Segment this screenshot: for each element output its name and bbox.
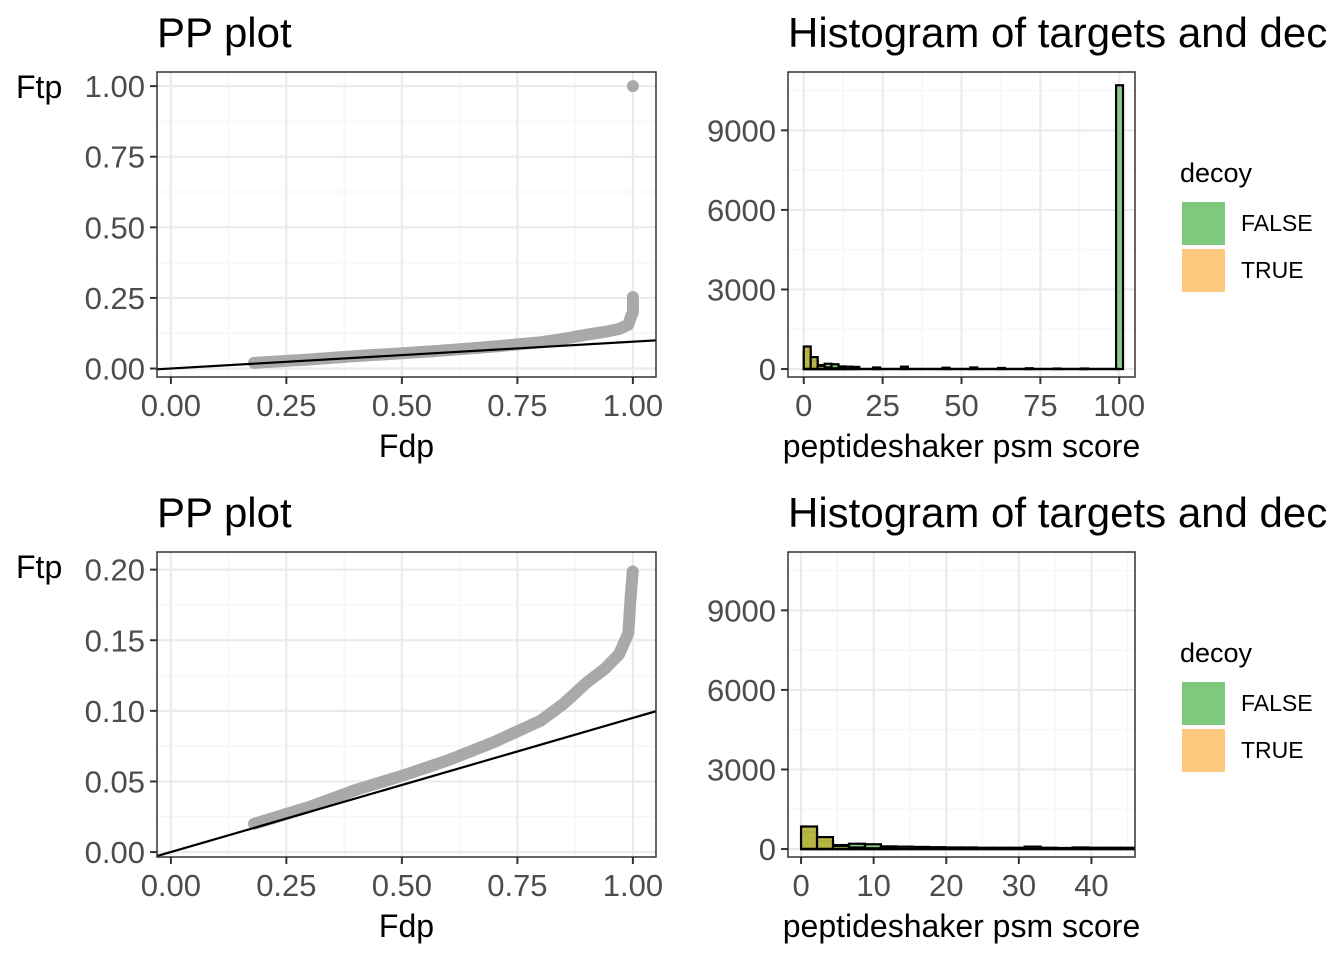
panel-border [787, 551, 1136, 858]
legend: decoy FALSE TRUE [1180, 638, 1313, 772]
legend-swatch-false [1182, 202, 1225, 245]
x-tick-label: 1.00 [603, 868, 663, 903]
data-point [626, 290, 639, 303]
data-point [626, 565, 639, 578]
gridlines [157, 72, 656, 377]
y-tick-label: 9000 [707, 593, 776, 628]
y-tick-label: 3000 [707, 272, 776, 307]
panel-3: 0.00 0.25 0.50 0.75 1.00 0.00 0.05 0.10 0.15 0.20… [16, 489, 663, 944]
x-tick-label: 10 [856, 868, 890, 903]
legend-swatch-true [1182, 729, 1225, 772]
gridlines [788, 72, 1135, 377]
bar-true [815, 836, 835, 851]
legend-swatch-false [1182, 682, 1225, 725]
y-tick-label: 0.75 [85, 140, 145, 175]
y-tick-label: 0.15 [85, 623, 145, 658]
panel-border [156, 71, 657, 378]
legend-swatch-true [1182, 249, 1225, 292]
chart-title: Histogram of targets and dec [788, 9, 1327, 56]
x-tick-label: 0.25 [256, 388, 316, 423]
x-tick-label: 75 [1023, 388, 1057, 423]
legend-label-true: TRUE [1241, 257, 1304, 283]
x-tick-label: 1.00 [603, 388, 663, 423]
y-tick-label: 0.50 [85, 210, 145, 245]
legend-title: decoy [1180, 158, 1253, 188]
x-tick-label: 0.00 [141, 388, 201, 423]
y-axis-title: Ftp [16, 549, 62, 585]
reference-line [157, 339, 656, 371]
x-tick-label: 0.25 [256, 868, 316, 903]
x-tick-label: 0.75 [487, 868, 547, 903]
panel-border [156, 551, 657, 858]
y-axis: 0.00 0.25 0.50 0.75 1.00 [85, 69, 157, 387]
y-tick-label: 0.25 [85, 281, 145, 316]
gridlines [157, 552, 656, 857]
y-tick-label: 0.05 [85, 764, 145, 799]
x-tick-label: 0.50 [372, 388, 432, 423]
x-axis-title: Fdp [379, 908, 434, 944]
y-axis: 0.00 0.05 0.10 0.15 0.20 [85, 553, 157, 870]
x-tick-label: 0 [795, 388, 812, 423]
data-point [626, 80, 639, 93]
legend-title: decoy [1180, 638, 1253, 668]
y-axis-title: Ftp [16, 69, 62, 105]
legend-label-false: FALSE [1241, 210, 1313, 236]
plot-area [802, 84, 1125, 371]
x-tick-label: 40 [1074, 868, 1108, 903]
y-tick-label: 6000 [707, 673, 776, 708]
panel-4: 0 10 20 30 40 0 3000 6000 9000 Histogram of targe… [707, 489, 1327, 944]
x-axis: 0 25 50 75 100 [795, 377, 1145, 423]
y-tick-label: 0.10 [85, 694, 145, 729]
legend-label-true: TRUE [1241, 737, 1304, 763]
x-tick-label: 25 [865, 388, 899, 423]
y-tick-label: 9000 [707, 113, 776, 148]
chart-title: Histogram of targets and dec [788, 489, 1327, 536]
panel-background [788, 552, 1135, 857]
x-tick-label: 30 [1002, 868, 1036, 903]
x-tick-label: 0.00 [141, 868, 201, 903]
histogram-bars [799, 825, 1135, 851]
bar-false [1114, 84, 1125, 371]
panel-background [157, 72, 656, 377]
x-axis: 0.00 0.25 0.50 0.75 1.00 [141, 857, 663, 903]
x-tick-label: 0.50 [372, 868, 432, 903]
x-axis-title: Fdp [379, 428, 434, 464]
chart-title: PP plot [157, 489, 292, 536]
x-tick-label: 0.75 [487, 388, 547, 423]
x-tick-label: 0 [792, 868, 809, 903]
panel-1: 0.00 0.25 0.50 0.75 1.00 0.00 0.25 0.50 0.75 1.00… [16, 9, 663, 464]
bar-true [799, 825, 819, 851]
x-tick-label: 100 [1093, 388, 1145, 423]
y-axis: 0 3000 6000 9000 [707, 593, 788, 867]
x-tick-label: 20 [929, 868, 963, 903]
x-axis: 0 10 20 30 40 [792, 857, 1109, 903]
y-tick-label: 3000 [707, 752, 776, 787]
x-axis-title: peptideshaker psm score [783, 428, 1141, 464]
y-tick-label: 1.00 [85, 69, 145, 104]
x-tick-label: 50 [944, 388, 978, 423]
y-tick-label: 0.00 [85, 352, 145, 387]
reference-line [157, 710, 656, 857]
chart-title: PP plot [157, 9, 292, 56]
x-axis: 0.00 0.25 0.50 0.75 1.00 [141, 377, 663, 423]
panel-2: 0 25 50 75 100 0 3000 6000 9000 Histogram of targ… [707, 9, 1327, 464]
y-axis: 0 3000 6000 9000 [707, 113, 788, 387]
x-axis-title: peptideshaker psm score [783, 908, 1141, 944]
y-tick-label: 0.00 [85, 835, 145, 870]
panel-background [157, 552, 656, 857]
y-tick-label: 6000 [707, 193, 776, 228]
y-tick-label: 0 [759, 832, 776, 867]
y-tick-label: 0.20 [85, 553, 145, 588]
plot-area [157, 80, 656, 371]
legend: decoy FALSE TRUE [1180, 158, 1313, 292]
plot-area [157, 565, 656, 857]
legend-label-false: FALSE [1241, 690, 1313, 716]
y-tick-label: 0 [759, 352, 776, 387]
histogram-bars [802, 84, 1125, 371]
plot-area [799, 825, 1135, 851]
